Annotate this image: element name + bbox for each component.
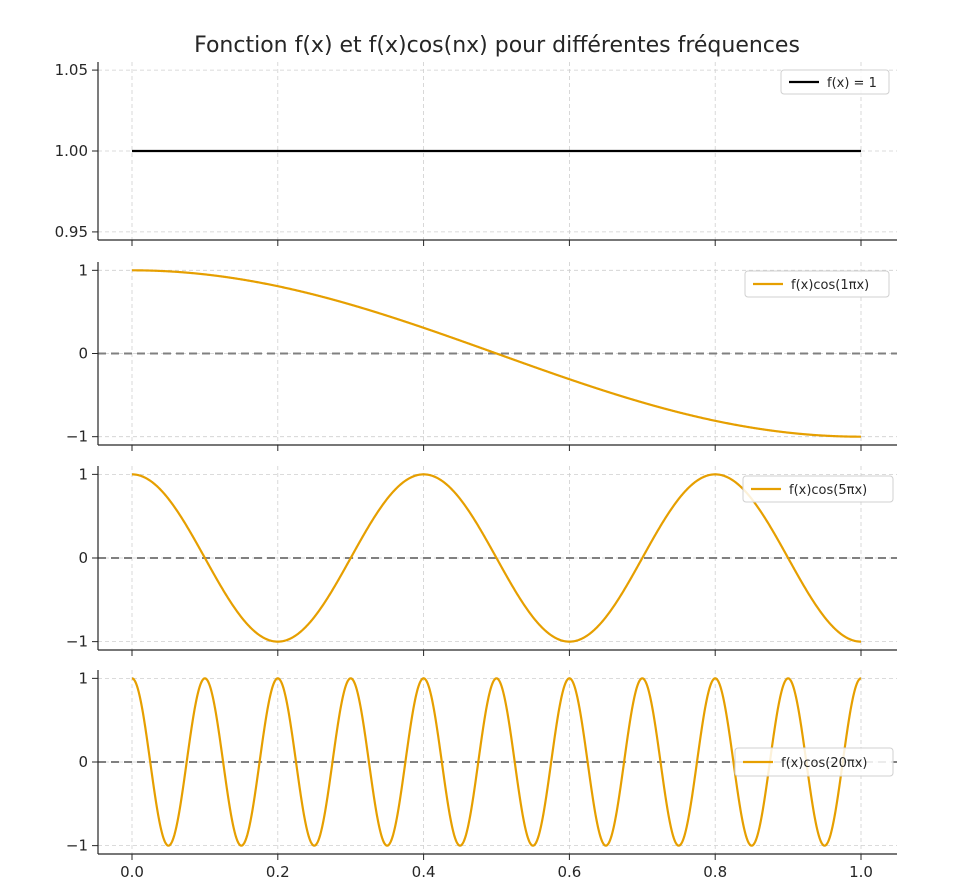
legend-box (734, 747, 894, 777)
y-tick-label: 1 (78, 261, 88, 279)
panel-1: 0.95 1.00 1.05 f(x) = 1 (55, 61, 897, 246)
panel-3: −1 0 1 f(x)cos(5πx) (66, 465, 897, 656)
legend: f(x)cos(5πx) (742, 475, 894, 503)
y-tick-label: 1 (78, 465, 88, 483)
chart-title: Fonction f(x) et f(x)cos(nx) pour différ… (194, 33, 800, 58)
x-tick-label: 0.0 (120, 863, 144, 881)
legend-label: f(x)cos(5πx) (789, 483, 867, 498)
panels-group: 0.951.001.05f(x) = 1−101f(x)cos(1πx)−101… (55, 61, 897, 881)
x-tick-label: 0.6 (557, 863, 581, 881)
series-line (132, 269, 861, 438)
x-tick-label: 0.4 (412, 863, 436, 881)
y-tick-label: 0 (78, 753, 88, 771)
y-tick-label: −1 (66, 428, 88, 446)
legend-label: f(x)cos(1πx) (791, 278, 869, 293)
legend-label: f(x) = 1 (827, 76, 877, 91)
y-tick-label: 0 (78, 549, 88, 567)
y-tick-label: 1.05 (55, 61, 88, 79)
legend-label: f(x)cos(20πx) (781, 756, 868, 771)
legend: f(x) = 1 (780, 69, 890, 95)
x-tick-label: 0.2 (266, 863, 290, 881)
x-tick-label: 0.8 (703, 863, 727, 881)
series-line (131, 473, 862, 643)
x-tick-label: 1.0 (849, 863, 873, 881)
y-tick-label: 1.00 (55, 142, 88, 160)
legend-box (744, 270, 890, 298)
y-tick-label: −1 (66, 633, 88, 651)
y-tick-label: 0.95 (55, 223, 88, 241)
y-tick-label: 1 (78, 669, 88, 687)
legend: f(x)cos(1πx) (744, 270, 890, 298)
y-tick-label: 0 (78, 345, 88, 363)
y-tick-label: −1 (66, 837, 88, 855)
legend-box (780, 69, 890, 95)
legend-box (742, 475, 894, 503)
panel-2: −1 0 1 f(x)cos(1πx) (66, 261, 897, 451)
series-line (131, 677, 862, 847)
legend: f(x)cos(20πx) (734, 747, 894, 777)
panel-4: −1 0 1 0.0 0.2 0.4 0.6 0.8 1.0 f(x)cos(20πx) (66, 669, 897, 881)
